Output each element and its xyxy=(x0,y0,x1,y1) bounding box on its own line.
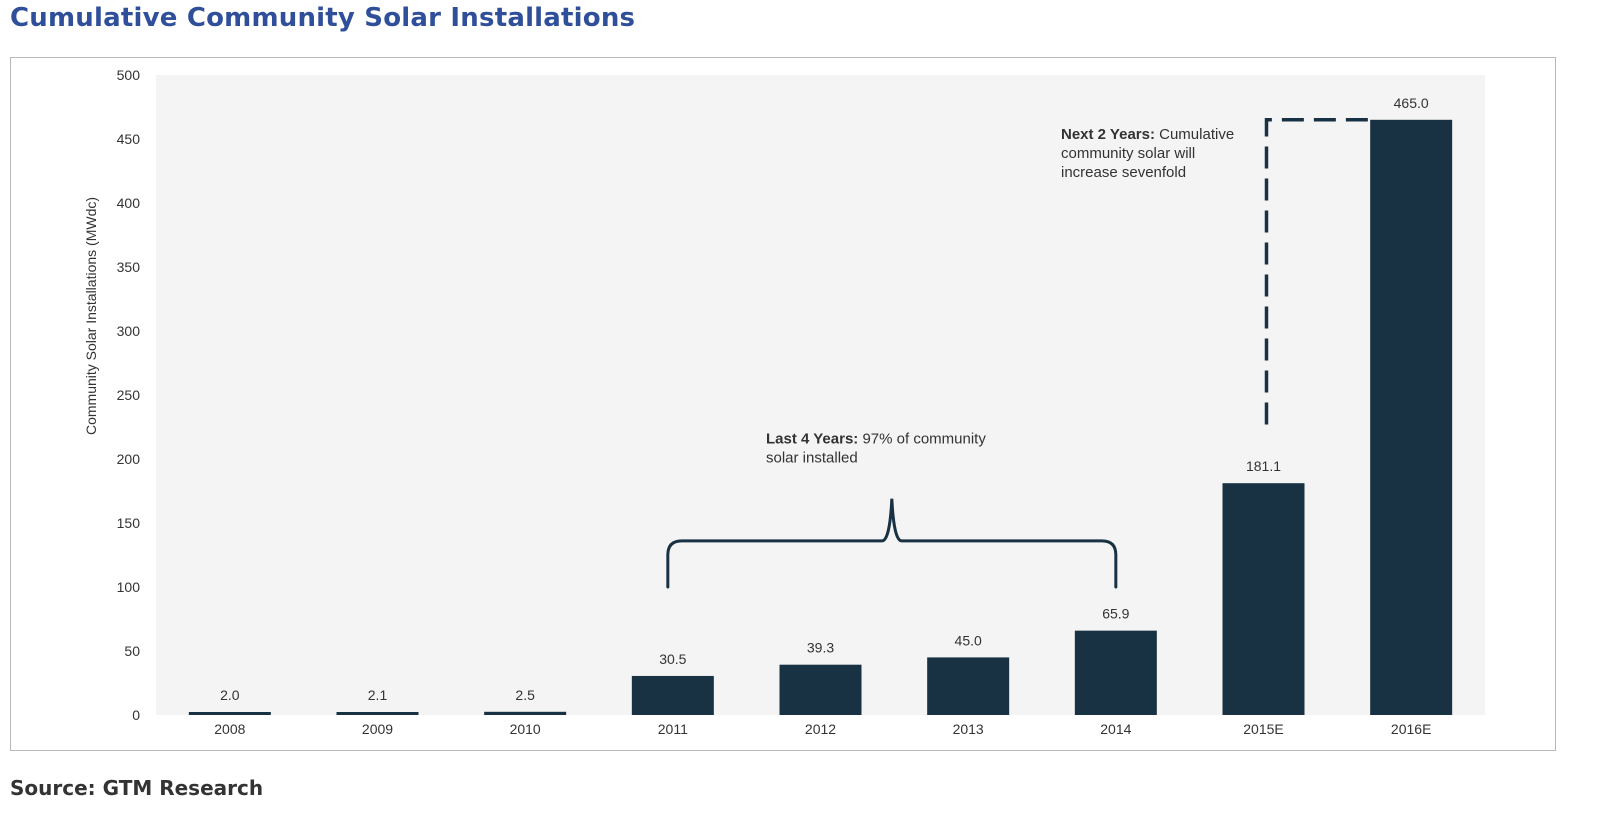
y-tick-label: 0 xyxy=(132,707,140,723)
x-tick-label: 2015E xyxy=(1243,721,1283,737)
annotation-last-4-years-line2: solar installed xyxy=(766,450,858,467)
bar-value-label: 39.3 xyxy=(807,640,834,656)
bar-value-label: 2.5 xyxy=(515,687,535,703)
y-tick-label: 450 xyxy=(117,131,141,147)
bar-2012 xyxy=(779,664,862,715)
x-tick-label: 2010 xyxy=(510,721,541,737)
y-axis-title: Community Solar Installations (MWdc) xyxy=(83,197,99,435)
y-tick-label: 150 xyxy=(117,515,141,531)
x-axis-ticks: 2008 2009 2010 2011 2012 2013 2014 2015E 2016E xyxy=(214,721,1431,737)
x-tick-label: 2014 xyxy=(1100,721,1131,737)
dashed-connector-line xyxy=(1264,118,1371,425)
bar-2010 xyxy=(484,711,567,715)
annotation-last-4-years: Last 4 Years: 97% of community solar ins… xyxy=(766,431,990,467)
bar-2009 xyxy=(336,712,419,715)
bar-value-label: 181.1 xyxy=(1246,458,1281,474)
x-tick-label: 2011 xyxy=(658,721,688,737)
bar-value-label: 45.0 xyxy=(955,632,982,648)
y-tick-label: 50 xyxy=(124,643,140,659)
annotation-last-4-years-line1: 97% of community xyxy=(858,431,986,448)
bar-2013 xyxy=(927,657,1010,715)
x-tick-label: 2016E xyxy=(1391,721,1431,737)
bar-2008 xyxy=(188,712,271,715)
y-tick-label: 200 xyxy=(117,451,141,467)
bar-value-label: 30.5 xyxy=(659,651,686,667)
source-note: Source: GTM Research xyxy=(10,776,264,800)
bar-value-label: 465.0 xyxy=(1394,95,1429,111)
annotation-last-4-years-bold: Last 4 Years: xyxy=(766,431,858,448)
y-tick-label: 500 xyxy=(117,67,141,83)
x-tick-label: 2012 xyxy=(805,721,836,737)
y-tick-label: 350 xyxy=(117,259,141,275)
brace-annotation-line xyxy=(666,498,1118,589)
annotation-next-2-years-line3: increase sevenfold xyxy=(1061,164,1186,181)
chart-frame: 0 50 100 150 200 250 300 350 400 450 500 2.0 2.1 2.5… xyxy=(10,57,1556,751)
annotation-next-2-years: Next 2 Years: Cumulative community solar… xyxy=(1061,126,1238,181)
bar-2016E xyxy=(1370,119,1453,716)
x-tick-label: 2008 xyxy=(214,721,245,737)
bar-2014 xyxy=(1074,630,1157,715)
x-tick-label: 2013 xyxy=(953,721,984,737)
x-tick-label: 2009 xyxy=(362,721,393,737)
bar-value-label: 2.0 xyxy=(220,687,240,703)
page-title: Cumulative Community Solar Installations xyxy=(10,3,636,33)
bar-value-labels: 2.0 2.1 2.5 30.5 39.3 45.0 65.9 181.1 465.0 xyxy=(220,95,1429,703)
y-tick-label: 100 xyxy=(117,579,141,595)
bars xyxy=(188,119,1453,716)
bar-chart: 0 50 100 150 200 250 300 350 400 450 500 2.0 2.1 2.5… xyxy=(83,67,1485,737)
bar-value-label: 65.9 xyxy=(1102,606,1129,622)
annotation-next-2-years-bold: Next 2 Years: xyxy=(1061,126,1155,143)
y-axis-ticks: 0 50 100 150 200 250 300 350 400 450 500 xyxy=(117,67,141,723)
y-tick-label: 300 xyxy=(117,323,141,339)
bar-2015E xyxy=(1222,483,1305,715)
annotation-next-2-years-line1: Cumulative xyxy=(1155,126,1234,143)
y-tick-label: 400 xyxy=(117,195,141,211)
annotation-next-2-years-line2: community solar will xyxy=(1061,145,1195,162)
bar-2011 xyxy=(631,675,714,715)
y-tick-label: 250 xyxy=(117,387,141,403)
bar-value-label: 2.1 xyxy=(368,687,388,703)
